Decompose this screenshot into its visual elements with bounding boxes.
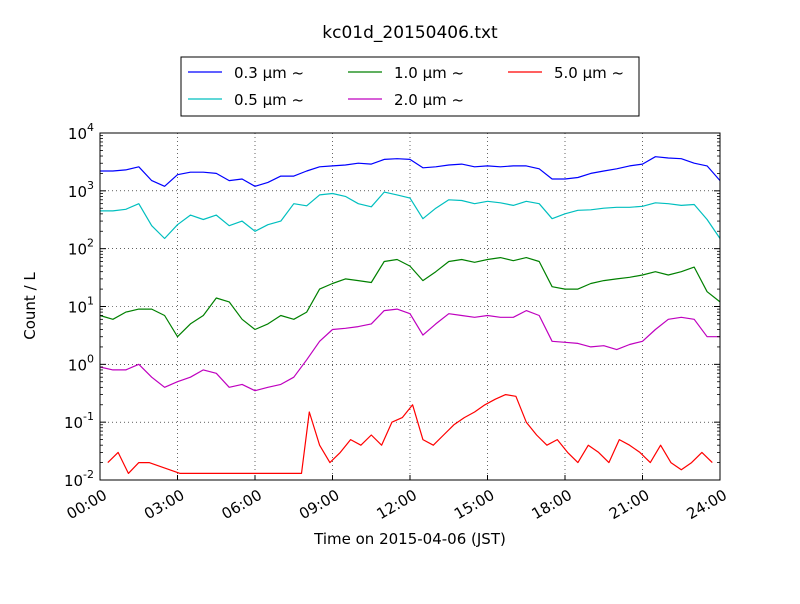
legend-label-2-0um: 2.0 μm ~ <box>394 91 464 109</box>
grid-layer <box>100 133 720 480</box>
y-tick-exponent: 1 <box>87 295 94 308</box>
y-tick-exponent: 3 <box>87 179 94 192</box>
y-axis-label: Count / L <box>21 272 39 340</box>
y-tick-base: 10 <box>64 472 83 490</box>
y-tick-label: 102 <box>68 237 94 259</box>
y-tick-base: 10 <box>68 356 87 374</box>
y-tick-exponent: -2 <box>83 468 94 481</box>
y-tick-base: 10 <box>64 414 83 432</box>
legend-label-0-5um: 0.5 μm ~ <box>234 91 304 109</box>
series-line-0-5um <box>100 191 721 240</box>
y-tick-exponent: 0 <box>87 352 94 365</box>
y-tick-label: 103 <box>68 179 94 201</box>
y-tick-base: 10 <box>68 125 87 143</box>
x-axis-label: Time on 2015-04-06 (JST) <box>313 530 506 548</box>
y-tick-base: 10 <box>68 241 87 259</box>
chart-title: kc01d_20150406.txt <box>322 23 498 43</box>
y-tick-base: 10 <box>68 183 87 201</box>
series-line-0-3um <box>100 156 721 187</box>
legend-label-0-3um: 0.3 μm ~ <box>234 64 304 82</box>
series-layer <box>99 156 721 474</box>
y-tick-base: 10 <box>68 299 87 317</box>
y-tick-label: 10-1 <box>64 410 94 432</box>
y-tick-label: 104 <box>68 121 94 143</box>
legend-frame <box>180 56 640 117</box>
y-tick-label: 100 <box>68 352 94 374</box>
y-tick-exponent: 4 <box>87 121 94 134</box>
y-tick-label: 101 <box>68 295 94 317</box>
series-line-1-0um <box>99 257 721 338</box>
series-line-5-0um <box>107 394 713 474</box>
y-tick-label: 10-2 <box>64 468 94 490</box>
y-tick-exponent: 2 <box>87 237 94 250</box>
legend-label-5-0um: 5.0 μm ~ <box>554 64 624 82</box>
legend-label-1-0um: 1.0 μm ~ <box>394 64 464 82</box>
y-tick-exponent: -1 <box>83 410 94 423</box>
series-line-2-0um <box>99 308 720 392</box>
legend: 0.3 μm ~ 0.5 μm ~ 1.0 μm ~ 2.0 μm ~ 5.0 μm ~ <box>180 56 640 117</box>
